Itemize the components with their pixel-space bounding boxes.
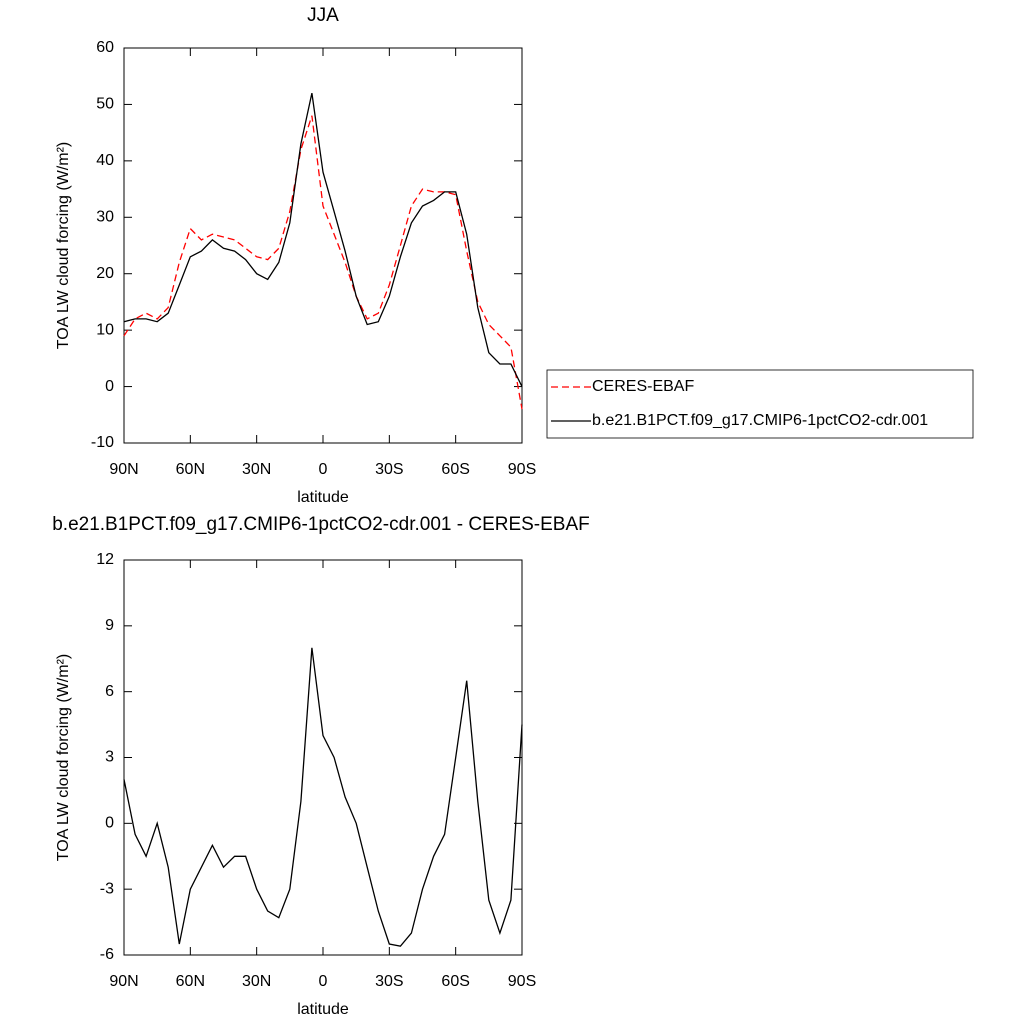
y-tick-label: 6 <box>105 683 114 700</box>
y-tick-label: 9 <box>105 617 114 634</box>
legend-box <box>546 369 974 439</box>
y-tick-label: 50 <box>96 96 114 113</box>
legend-label: CERES-EBAF <box>592 378 694 395</box>
x-axis-label: latitude <box>297 1001 349 1018</box>
data-line <box>123 92 523 387</box>
data-line <box>123 115 523 410</box>
x-tick-label: 90S <box>508 461 536 478</box>
y-axis-label: TOA LW cloud forcing (W/m²) <box>55 142 72 349</box>
plot-frame <box>123 47 523 444</box>
x-tick-label: 30S <box>375 461 403 478</box>
plot-frame <box>123 559 523 956</box>
x-tick-label: 0 <box>319 973 328 990</box>
y-tick-label: -6 <box>100 946 114 963</box>
x-tick-label: 60S <box>441 973 469 990</box>
x-tick-label: 30N <box>242 973 271 990</box>
x-tick-label: 30N <box>242 461 271 478</box>
chart-title: JJA <box>307 5 339 26</box>
x-tick-label: 90N <box>109 461 138 478</box>
y-tick-label: 0 <box>105 378 114 395</box>
x-axis-label: latitude <box>297 489 349 506</box>
x-tick-label: 60N <box>176 461 205 478</box>
chart-title: b.e21.B1PCT.f09_g17.CMIP6-1pctCO2-cdr.00… <box>52 514 590 535</box>
x-tick-label: 0 <box>319 461 328 478</box>
y-tick-label: 10 <box>96 321 114 338</box>
x-tick-label: 90N <box>109 973 138 990</box>
y-tick-label: -10 <box>91 434 114 451</box>
x-tick-label: 90S <box>508 973 536 990</box>
y-tick-label: 30 <box>96 209 114 226</box>
y-tick-label: 12 <box>96 551 114 568</box>
y-tick-label: 0 <box>105 815 114 832</box>
x-tick-label: 60S <box>441 461 469 478</box>
data-line <box>123 647 523 947</box>
y-tick-label: 60 <box>96 39 114 56</box>
y-tick-label: 40 <box>96 152 114 169</box>
legend-label: b.e21.B1PCT.f09_g17.CMIP6-1pctCO2-cdr.00… <box>592 412 928 429</box>
y-tick-label: 20 <box>96 265 114 282</box>
x-tick-label: 30S <box>375 973 403 990</box>
x-tick-label: 60N <box>176 973 205 990</box>
y-axis-label: TOA LW cloud forcing (W/m²) <box>55 654 72 861</box>
y-tick-label: -3 <box>100 880 114 897</box>
y-tick-label: 3 <box>105 749 114 766</box>
